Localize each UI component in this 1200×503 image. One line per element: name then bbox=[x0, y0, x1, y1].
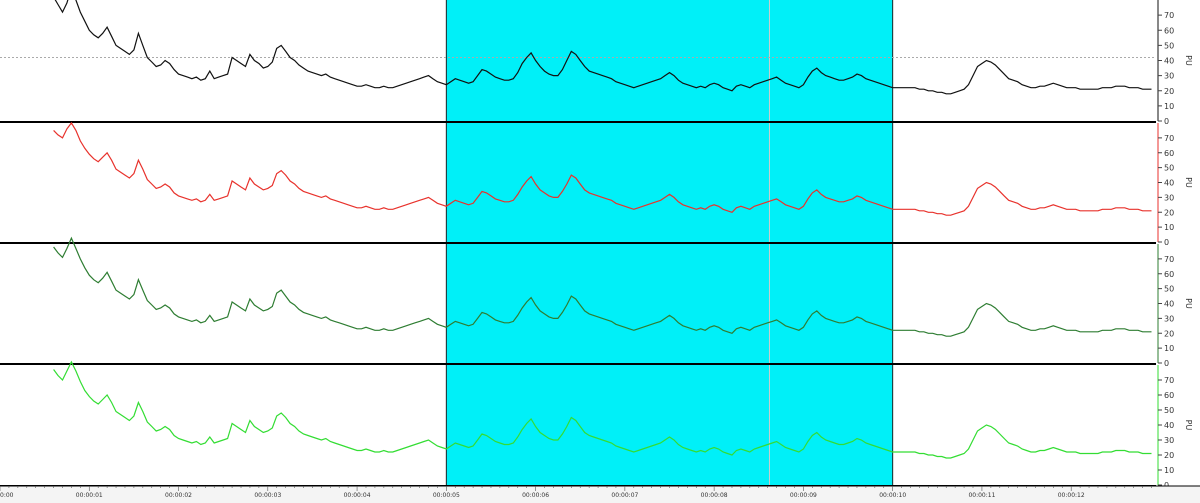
y-tick-label: 30 bbox=[1164, 193, 1174, 202]
y-axis-label: PU bbox=[1184, 55, 1193, 66]
series-line-2 bbox=[53, 121, 1152, 216]
channel-panel-2: 0 10 20 30 40 50 60 70 PU bbox=[0, 121, 1193, 247]
y-tick-label: 10 bbox=[1164, 344, 1174, 353]
x-tick-label: 00:00:11 bbox=[968, 492, 995, 499]
y-tick-label: 60 bbox=[1164, 270, 1174, 279]
x-tick-label: 00:00:03 bbox=[254, 492, 281, 499]
series-line-3 bbox=[53, 236, 1152, 337]
y-axis-label: PU bbox=[1184, 420, 1193, 431]
y-tick-label: 60 bbox=[1164, 26, 1174, 35]
y-tick-label: 30 bbox=[1164, 72, 1174, 81]
y-tick-label: 50 bbox=[1164, 41, 1174, 50]
y-tick-label: 40 bbox=[1164, 57, 1174, 66]
x-tick-label: 00:00:07 bbox=[611, 492, 638, 499]
y-tick-label: 70 bbox=[1164, 134, 1174, 143]
y-tick-label: 50 bbox=[1164, 406, 1174, 415]
x-tick-label: 00:00:12 bbox=[1058, 492, 1085, 499]
y-tick-label: 0 bbox=[1164, 238, 1169, 247]
x-tick-label: 00:00:01 bbox=[76, 492, 103, 499]
y-tick-label: 0 bbox=[1164, 117, 1169, 126]
y-axis-label: PU bbox=[1184, 177, 1193, 188]
x-tick-label: 00:00:06 bbox=[522, 492, 549, 499]
y-tick-label: 40 bbox=[1164, 300, 1174, 309]
y-tick-label: 70 bbox=[1164, 376, 1174, 385]
series-line-1 bbox=[54, 0, 1152, 95]
channel-panel-1: 0 10 20 30 40 50 60 70 PU bbox=[0, 0, 1193, 126]
y-tick-label: 50 bbox=[1164, 285, 1174, 294]
x-tick-label: 00:00:02 bbox=[165, 492, 192, 499]
y-tick-label: 20 bbox=[1164, 451, 1174, 460]
x-tick-label: 00:00:08 bbox=[701, 492, 728, 499]
time-axis-background bbox=[0, 486, 1200, 503]
channel-panel-3: 0 10 20 30 40 50 60 70 PU bbox=[0, 236, 1193, 368]
y-tick-label: 40 bbox=[1164, 421, 1174, 430]
y-tick-label: 40 bbox=[1164, 179, 1174, 188]
x-tick-label: 00:00:09 bbox=[790, 492, 817, 499]
x-tick-label: 00:00:10 bbox=[879, 492, 906, 499]
y-tick-label: 10 bbox=[1164, 102, 1174, 111]
y-tick-label: 70 bbox=[1164, 11, 1174, 20]
time-axis: 00:00:00 00:00:01 00:00:02 00:00:03 00:00:04… bbox=[0, 485, 1200, 503]
y-tick-label: 60 bbox=[1164, 149, 1174, 158]
y-tick-label: 20 bbox=[1164, 208, 1174, 217]
y-tick-label: 30 bbox=[1164, 314, 1174, 323]
y-tick-label: 10 bbox=[1164, 223, 1174, 232]
y-tick-label: 70 bbox=[1164, 255, 1174, 264]
y-tick-label: 20 bbox=[1164, 87, 1174, 96]
y-tick-label: 10 bbox=[1164, 466, 1174, 475]
x-tick-label: 00:00:00 bbox=[0, 492, 14, 499]
x-tick-label: 00:00:04 bbox=[344, 492, 371, 499]
series-line-4 bbox=[53, 360, 1152, 459]
x-tick-label: 00:00:05 bbox=[433, 492, 460, 499]
y-tick-label: 30 bbox=[1164, 436, 1174, 445]
y-axis-label: PU bbox=[1184, 298, 1193, 309]
y-tick-label: 20 bbox=[1164, 329, 1174, 338]
y-tick-label: 50 bbox=[1164, 164, 1174, 173]
y-tick-label: 0 bbox=[1164, 359, 1169, 368]
y-tick-label: 60 bbox=[1164, 391, 1174, 400]
